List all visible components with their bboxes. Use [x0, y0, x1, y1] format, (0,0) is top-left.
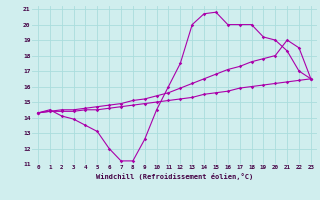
X-axis label: Windchill (Refroidissement éolien,°C): Windchill (Refroidissement éolien,°C)	[96, 173, 253, 180]
